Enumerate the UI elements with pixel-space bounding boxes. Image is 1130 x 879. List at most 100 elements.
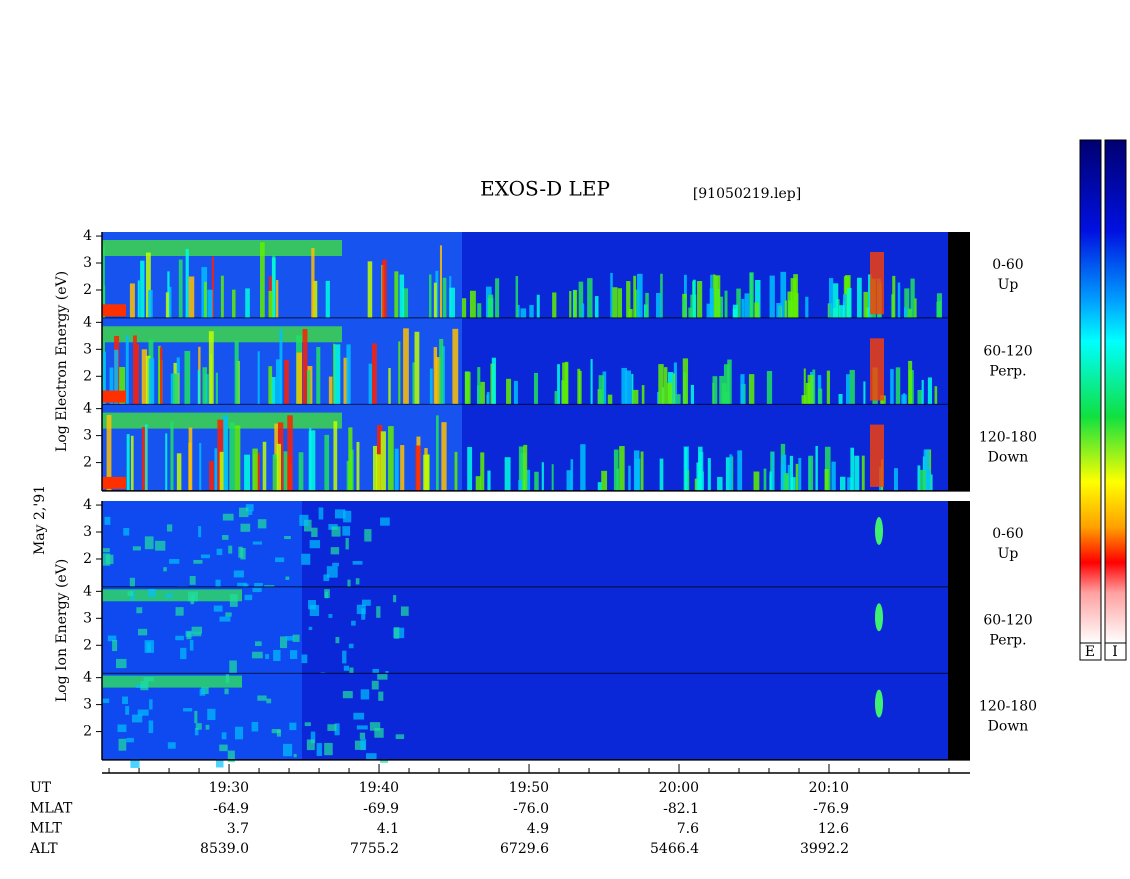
- spectrogram-texture: [346, 344, 351, 405]
- spectrogram-texture: [672, 373, 676, 405]
- spectrogram-texture: [784, 300, 787, 319]
- spectrogram-texture: [165, 593, 173, 598]
- y-tick-label: 2: [83, 637, 92, 653]
- data-gap: [948, 404, 970, 491]
- spectrogram-texture: [870, 252, 884, 315]
- spectrogram-texture: [723, 364, 730, 405]
- spectrogram-texture: [769, 471, 774, 491]
- spectrogram-texture: [780, 271, 787, 319]
- chart-title: EXOS-D LEP: [480, 177, 610, 201]
- spectrogram-texture: [395, 734, 405, 740]
- spectrogram-texture: [697, 281, 703, 319]
- spectrogram-texture: [102, 501, 302, 588]
- spectrogram-texture: [755, 280, 761, 319]
- spectrogram-texture: [753, 471, 760, 491]
- spectrogram-texture: [272, 454, 279, 491]
- spectrogram-texture: [732, 304, 738, 319]
- spectrogram-texture: [442, 277, 447, 319]
- spectrogram-texture: [136, 344, 139, 405]
- spectrogram-texture: [744, 293, 750, 319]
- spectrogram-texture: [875, 689, 883, 718]
- spectrogram-texture: [690, 384, 695, 405]
- spectrogram-texture: [304, 722, 311, 727]
- spectrogram-texture: [298, 452, 304, 491]
- spectrogram-texture: [348, 643, 354, 649]
- spectrogram-texture: [130, 435, 134, 491]
- spectrogram-texture: [189, 639, 194, 651]
- spectrogram-texture: [659, 458, 664, 491]
- spectrogram-texture: [790, 278, 797, 319]
- spectrogram-texture: [316, 346, 321, 405]
- y-tick-label: 4: [83, 228, 92, 244]
- spectrogram-texture: [234, 726, 244, 740]
- spectrogram-texture: [117, 724, 127, 733]
- spectrogram-texture: [102, 304, 126, 317]
- spectrogram-texture: [394, 627, 400, 639]
- spectrogram-texture: [469, 290, 476, 319]
- spectrogram-texture: [279, 636, 288, 649]
- orbit-value: -69.9: [363, 801, 399, 817]
- data-gap: [948, 318, 970, 405]
- spectrogram-texture: [193, 559, 203, 564]
- spectrogram-texture: [131, 714, 143, 723]
- x-tick-label: 19:30: [209, 780, 249, 796]
- spectrogram-texture: [107, 635, 117, 642]
- spectrogram-texture: [273, 649, 281, 661]
- y-tick-label: 3: [83, 428, 92, 444]
- spectrogram-texture: [129, 283, 135, 319]
- x-tick-label: 20:00: [659, 780, 699, 796]
- panel-direction: Perp.: [989, 632, 1026, 648]
- panel-range: 0-60: [992, 526, 1023, 542]
- spectrogram-texture: [326, 566, 338, 578]
- spectrogram-texture: [398, 341, 401, 405]
- spectrogram-texture: [308, 600, 316, 610]
- spectrogram-texture: [838, 305, 845, 319]
- orbit-value: 4.1: [377, 821, 399, 837]
- spectrogram-texture: [562, 362, 568, 405]
- spectrogram-texture: [271, 257, 276, 319]
- spectrogram-texture: [551, 464, 554, 491]
- spectrogram-texture: [428, 274, 432, 319]
- spectrogram-texture: [260, 242, 265, 319]
- spectrogram-texture: [328, 376, 333, 405]
- spectrogram-texture: [222, 535, 229, 540]
- spectrogram-texture: [393, 595, 397, 603]
- spectrogram-texture: [224, 688, 229, 695]
- panel-direction: Down: [988, 450, 1029, 466]
- spectrogram-texture: [602, 371, 607, 405]
- spectrogram-texture: [275, 359, 282, 405]
- spectrogram-texture: [388, 426, 394, 491]
- colorbar: [1104, 139, 1127, 644]
- spectrogram-texture: [863, 291, 868, 319]
- spectrogram-texture: [513, 380, 518, 405]
- spectrogram-texture: [244, 454, 250, 491]
- spectrogram-texture: [194, 710, 198, 724]
- spectrogram-texture: [923, 449, 930, 491]
- spectrogram-texture: [798, 457, 802, 491]
- spectrogram-texture: [133, 335, 137, 405]
- spectrogram-texture: [824, 446, 831, 491]
- spectrogram-texture: [102, 476, 126, 489]
- spectrogram-texture: [310, 430, 316, 491]
- y-tick-label: 4: [83, 583, 92, 599]
- spectrogram-texture: [187, 591, 198, 602]
- spectrogram-texture: [216, 548, 223, 556]
- spectrogram-texture: [248, 510, 253, 515]
- spectrogram-texture: [122, 696, 128, 705]
- spectrogram-texture: [137, 280, 140, 319]
- spectrogram-texture: [214, 448, 218, 491]
- spectrogram-texture: [245, 504, 254, 512]
- spectrogram-texture: [613, 449, 619, 491]
- spectrogram-texture: [399, 274, 405, 319]
- spectrogram-texture: [828, 278, 834, 319]
- spectrogram-texture: [255, 641, 262, 646]
- spectrogram-texture: [328, 613, 333, 618]
- spectrogram-texture: [301, 654, 308, 664]
- spectrogram-texture: [601, 470, 608, 491]
- spectrogram-texture: [423, 454, 430, 491]
- spectrogram-texture: [167, 742, 176, 749]
- spectrogram-texture: [808, 455, 814, 491]
- spectrogram-texture: [309, 427, 312, 491]
- spectrogram-texture: [569, 291, 572, 319]
- spectrogram-texture: [102, 548, 110, 553]
